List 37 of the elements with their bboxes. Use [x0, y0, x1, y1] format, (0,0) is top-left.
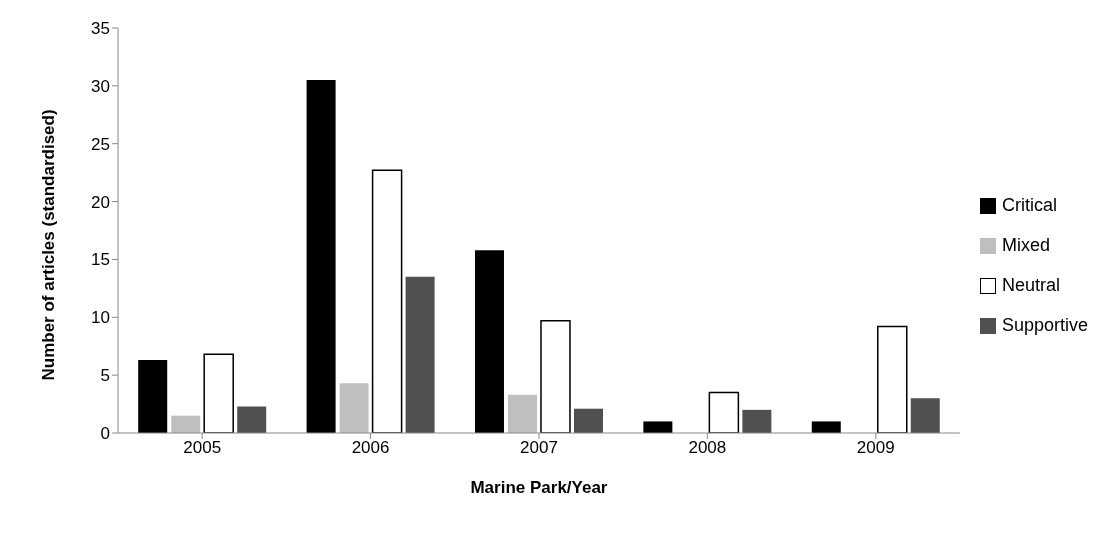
- y-tick-label: 15: [91, 250, 110, 270]
- bar: [203, 353, 234, 433]
- bar: [306, 80, 336, 433]
- bar: [877, 325, 908, 433]
- x-tick-label: 2005: [183, 438, 222, 458]
- y-tick-label: 20: [91, 192, 110, 212]
- legend-label: Critical: [1001, 195, 1057, 216]
- bar: [138, 360, 168, 433]
- bar: [708, 391, 740, 433]
- x-tick-label: 2006: [351, 438, 390, 458]
- legend-label: Neutral: [1001, 275, 1060, 296]
- bar: [237, 406, 267, 433]
- bar: [540, 320, 571, 433]
- bar: [171, 415, 201, 433]
- bar: [507, 394, 537, 433]
- bar: [910, 398, 940, 433]
- x-tick-label: 2007: [520, 438, 558, 458]
- bar: [643, 421, 673, 433]
- y-tick-label: 30: [91, 76, 110, 96]
- x-axis-title: Marine Park/Year: [470, 478, 608, 497]
- y-tick-label: 5: [100, 366, 110, 386]
- x-tick-label: 2009: [856, 438, 895, 458]
- bar: [339, 383, 369, 433]
- bar: [742, 409, 772, 433]
- y-tick-label: 35: [91, 19, 110, 39]
- bar: [474, 250, 504, 433]
- bar: [573, 408, 603, 433]
- legend-label: Supportive: [1001, 315, 1088, 336]
- y-tick-label: 0: [100, 424, 110, 444]
- bar: [405, 276, 435, 433]
- bar: [811, 421, 841, 433]
- x-tick-label: 2008: [688, 438, 727, 458]
- legend-label: Mixed: [1001, 235, 1050, 256]
- y-tick-label: 10: [91, 308, 110, 328]
- y-tick-label: 25: [91, 134, 110, 154]
- bar: [371, 169, 403, 433]
- y-axis-title: Number of articles (standardised): [39, 109, 59, 381]
